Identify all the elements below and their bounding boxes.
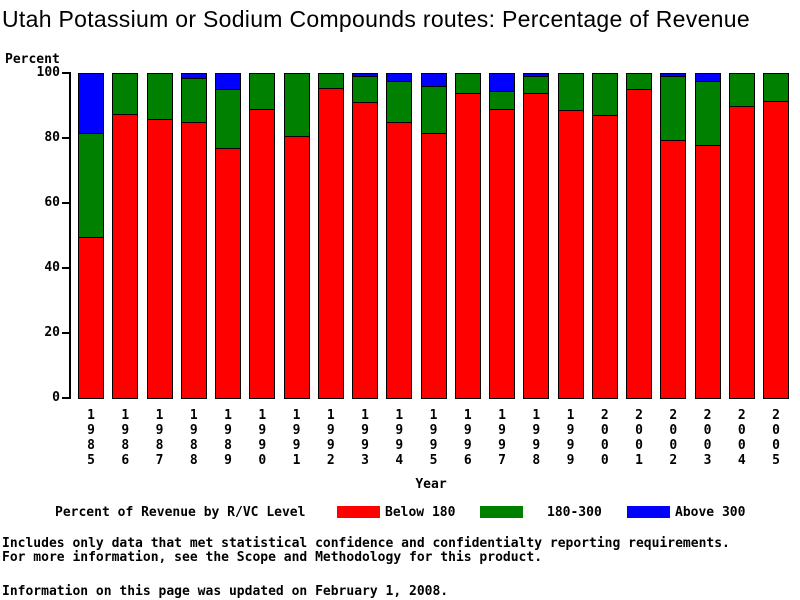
bar-2005-below-180 — [763, 100, 789, 399]
bar-2004-below-180 — [728, 105, 755, 399]
bar-1996-180-300 — [454, 73, 481, 94]
legend-swatch-180-300 — [480, 506, 523, 518]
x-tick-label-1989: 1 9 8 9 — [224, 408, 232, 468]
bar-1992-180-300 — [317, 73, 344, 89]
bar-2000-below-180 — [591, 115, 618, 399]
bar-1986-180-300 — [112, 73, 139, 115]
x-tick-label-1985: 1 9 8 5 — [87, 408, 95, 468]
bar-2004-180-300 — [728, 73, 755, 107]
x-tick-label-1992: 1 9 9 2 — [326, 408, 335, 468]
bar-1999-below-180 — [557, 110, 584, 399]
bar-1994-above-300 — [386, 73, 413, 83]
bar-1995-180-300 — [420, 86, 447, 135]
y-tick-label: 100 — [36, 65, 60, 80]
x-tick-label-1999: 1 9 9 9 — [566, 408, 575, 468]
bar-1997-below-180 — [489, 108, 515, 399]
bar-1989-180-300 — [215, 89, 241, 149]
x-tick-label-2002: 2 0 0 2 — [669, 408, 678, 468]
legend-title: Percent of Revenue by R/VC Level — [55, 505, 306, 520]
bar-1994-below-180 — [386, 121, 413, 399]
y-axis-label: Percent — [5, 52, 60, 67]
bar-1989-below-180 — [215, 147, 241, 399]
x-tick-label-2004: 2 0 0 4 — [737, 408, 746, 468]
legend-label-below-180: Below 180 — [385, 505, 456, 520]
bar-1985-below-180 — [78, 237, 104, 399]
bar-1998-above-300 — [523, 73, 550, 78]
bar-2005-180-300 — [763, 73, 789, 102]
y-tick-label: 60 — [44, 195, 60, 210]
bar-2003-180-300 — [694, 81, 721, 146]
footer-updated-text: Information on this page was updated on … — [2, 584, 449, 599]
bar-1991-180-300 — [283, 73, 310, 138]
legend-label-above-300: Above 300 — [675, 505, 746, 520]
bar-1997-180-300 — [489, 90, 515, 110]
bar-1996-below-180 — [454, 92, 481, 399]
y-axis-tick — [62, 137, 70, 139]
x-axis-label: Year — [415, 477, 447, 492]
x-tick-label-2003: 2 0 0 3 — [703, 408, 712, 468]
bar-1988-180-300 — [180, 77, 207, 123]
bar-1995-above-300 — [420, 73, 447, 87]
x-tick-label-2005: 2 0 0 5 — [772, 408, 780, 468]
bar-1990-below-180 — [249, 108, 276, 399]
x-tick-label-1998: 1 9 9 8 — [532, 408, 541, 468]
footnote-line2: For more information, see the Scope and … — [2, 550, 543, 565]
x-tick-label-2000: 2 0 0 0 — [600, 408, 609, 468]
y-axis-tick — [62, 202, 70, 204]
chart-title: Utah Potassium or Sodium Compounds route… — [2, 6, 750, 32]
bar-1993-above-300 — [352, 73, 378, 78]
bar-1987-180-300 — [146, 73, 173, 120]
bar-1998-180-300 — [523, 76, 550, 94]
y-tick-label: 20 — [44, 325, 60, 340]
bar-2003-above-300 — [694, 73, 721, 83]
bar-1988-above-300 — [180, 73, 207, 79]
x-tick-label-1987: 1 9 8 7 — [155, 408, 164, 468]
x-tick-label-1986: 1 9 8 6 — [121, 408, 130, 468]
bar-2002-below-180 — [660, 139, 687, 399]
legend-swatch-above-300 — [627, 506, 670, 518]
x-tick-label-1991: 1 9 9 1 — [292, 408, 301, 468]
bar-1989-above-300 — [215, 73, 241, 91]
bar-1985-above-300 — [78, 73, 104, 135]
footnote-line1: Includes only data that met statistical … — [2, 536, 730, 551]
y-axis-tick — [62, 267, 70, 269]
bar-1998-below-180 — [523, 92, 550, 399]
bar-1990-180-300 — [249, 73, 276, 110]
bar-1992-below-180 — [317, 87, 344, 399]
bar-1994-180-300 — [386, 81, 413, 123]
bar-1995-below-180 — [420, 133, 447, 399]
y-axis-tick — [62, 72, 70, 74]
x-tick-label-1996: 1 9 9 6 — [463, 408, 472, 468]
y-axis-tick — [62, 397, 70, 399]
y-tick-label: 80 — [44, 130, 60, 145]
legend-label-180-300: 180-300 — [547, 505, 602, 520]
bar-1999-180-300 — [557, 73, 584, 112]
x-tick-label-1988: 1 9 8 8 — [189, 408, 198, 468]
bar-1987-below-180 — [146, 118, 173, 399]
x-tick-label-2001: 2 0 0 1 — [635, 408, 643, 468]
x-tick-label-1997: 1 9 9 7 — [498, 408, 506, 468]
bar-2000-180-300 — [591, 73, 618, 117]
x-tick-label-1990: 1 9 9 0 — [258, 408, 267, 468]
y-tick-label: 40 — [44, 260, 60, 275]
bar-2001-180-300 — [626, 73, 652, 91]
bar-2003-below-180 — [694, 144, 721, 399]
x-tick-label-1993: 1 9 9 3 — [361, 408, 369, 468]
x-tick-label-1994: 1 9 9 4 — [395, 408, 404, 468]
legend-swatch-below-180 — [337, 506, 380, 518]
bar-1991-below-180 — [283, 136, 310, 399]
y-axis-tick — [62, 332, 70, 334]
bar-2001-below-180 — [626, 89, 652, 399]
bar-1997-above-300 — [489, 73, 515, 92]
bar-2002-180-300 — [660, 76, 687, 141]
bar-2002-above-300 — [660, 73, 687, 78]
bar-1993-180-300 — [352, 76, 378, 104]
bar-1986-below-180 — [112, 113, 139, 399]
x-tick-label-1995: 1 9 9 5 — [429, 408, 438, 468]
bar-1985-180-300 — [78, 133, 104, 239]
bar-1988-below-180 — [180, 121, 207, 399]
bar-1993-below-180 — [352, 102, 378, 399]
y-tick-label: 0 — [52, 390, 60, 405]
y-axis-line — [69, 72, 71, 399]
